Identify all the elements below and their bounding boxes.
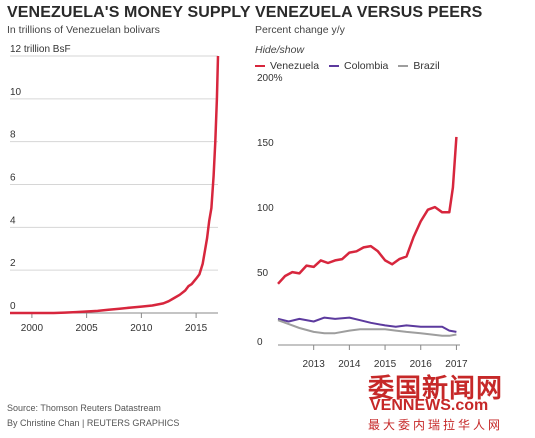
left-chart-subtitle: In trillions of Venezuelan bolivars: [7, 24, 160, 36]
source-note: Source: Thomson Reuters Datastream: [7, 403, 161, 413]
left-x-tick-label: 2010: [130, 323, 153, 334]
left-x-tick-label: 2005: [76, 323, 99, 334]
watermark-tagline: 最大委内瑞拉华人网: [368, 418, 504, 432]
hide-show-label: Hide/show: [255, 44, 305, 56]
legend-item-colombia[interactable]: Colombia: [329, 60, 388, 72]
series-line-colombia: [277, 316, 457, 333]
left-x-tick-label: 2000: [21, 323, 44, 334]
legend-label-venezuela: Venezuela: [270, 60, 320, 72]
right-y-tick-label: 100: [257, 203, 274, 214]
series-line-brazil: [277, 319, 457, 337]
watermark-english: VENNEWS.com: [370, 397, 489, 414]
right-y-tick-label: 50: [257, 268, 269, 279]
right-chart-title: VENEZUELA VERSUS PEERS: [255, 4, 483, 21]
right-y-tick-label: 150: [257, 138, 274, 149]
series-line-venezuela: [277, 136, 458, 285]
legend-item-brazil[interactable]: Brazil: [398, 60, 440, 72]
right-y-tick-label: 200%: [257, 73, 283, 84]
legend-swatch-brazil: [398, 65, 409, 67]
left-y-tick-label: 8: [10, 130, 16, 141]
left-y-tick-label: 10: [10, 87, 22, 98]
credit-note: By Christine Chan | REUTERS GRAPHICS: [7, 418, 180, 428]
left-y-tick-label: 6: [10, 173, 16, 184]
left-y-tick-label: 2: [10, 258, 16, 269]
right-y-tick-label: 0: [257, 337, 263, 348]
legend-label-brazil: Brazil: [413, 60, 440, 72]
legend-swatch-colombia: [329, 65, 340, 67]
left-chart-title: VENEZUELA'S MONEY SUPPLY: [7, 4, 251, 21]
watermark-chinese: 委国新闻网: [368, 373, 504, 403]
right-x-tick-label: 2013: [303, 359, 326, 370]
legend-label-colombia: Colombia: [344, 60, 389, 72]
right-x-tick-label: 2016: [410, 359, 433, 370]
left-y-tick-label: 0: [10, 301, 16, 312]
right-chart-subtitle: Percent change y/y: [255, 24, 345, 36]
legend-swatch-venezuela: [255, 65, 265, 67]
left-x-tick-label: 2015: [185, 323, 208, 334]
left-y-tick-label: 12 trillion BsF: [10, 44, 71, 55]
legend-item-venezuela[interactable]: Venezuela: [255, 60, 319, 72]
right-x-tick-label: 2014: [338, 359, 361, 370]
legend: Venezuela Colombia Brazil: [255, 60, 450, 72]
right-x-tick-label: 2017: [445, 359, 468, 370]
right-x-tick-label: 2015: [374, 359, 397, 370]
money-supply-line: [10, 55, 220, 315]
left-y-tick-label: 4: [10, 215, 16, 226]
